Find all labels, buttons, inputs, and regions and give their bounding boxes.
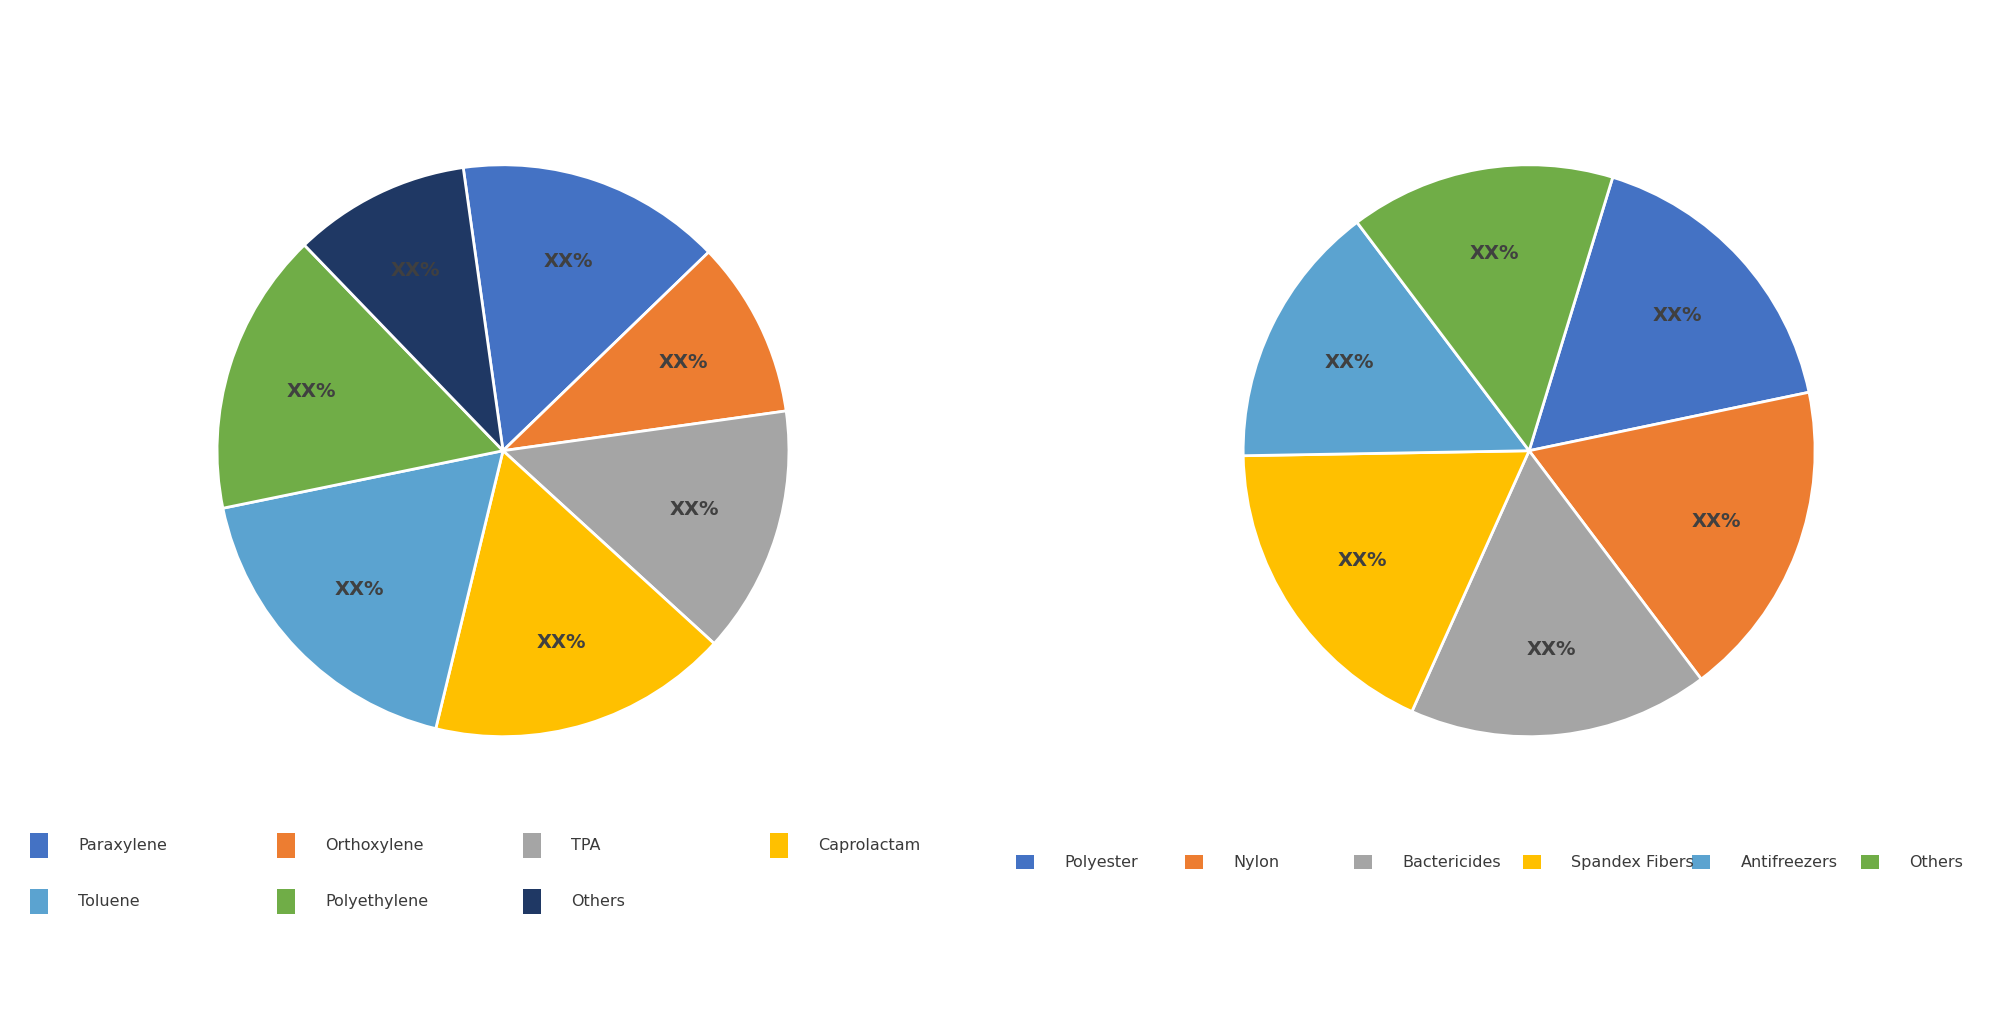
Wedge shape bbox=[503, 411, 789, 644]
Text: Source: Theindustrystats Analysis: Source: Theindustrystats Analysis bbox=[24, 960, 344, 979]
Text: XX%: XX% bbox=[1338, 552, 1386, 571]
Text: Orthoxylene: Orthoxylene bbox=[326, 838, 423, 853]
Text: XX%: XX% bbox=[1527, 640, 1575, 659]
Wedge shape bbox=[223, 450, 503, 729]
Bar bbox=[523, 832, 541, 858]
Wedge shape bbox=[463, 165, 708, 450]
Bar bbox=[30, 832, 48, 858]
Text: XX%: XX% bbox=[543, 251, 594, 271]
Text: XX%: XX% bbox=[1324, 354, 1374, 372]
Wedge shape bbox=[217, 245, 503, 508]
Text: XX%: XX% bbox=[1652, 306, 1702, 325]
Text: Others: Others bbox=[571, 894, 626, 909]
Text: Bactericides: Bactericides bbox=[1402, 855, 1501, 870]
Wedge shape bbox=[1412, 450, 1702, 736]
Bar bbox=[1861, 855, 1879, 869]
Wedge shape bbox=[1243, 450, 1529, 712]
Wedge shape bbox=[437, 450, 714, 736]
Bar bbox=[278, 832, 294, 858]
Wedge shape bbox=[1356, 165, 1614, 450]
Text: TPA: TPA bbox=[571, 838, 602, 853]
Bar bbox=[769, 832, 789, 858]
Text: Website: www.theindustrystats.com: Website: www.theindustrystats.com bbox=[1648, 960, 1988, 979]
Text: Polyethylene: Polyethylene bbox=[326, 894, 429, 909]
Text: Polyester: Polyester bbox=[1064, 855, 1139, 870]
Text: Fig. Global Fiber Intermediates Market Share by Product Types & Application: Fig. Global Fiber Intermediates Market S… bbox=[24, 41, 1115, 64]
Text: XX%: XX% bbox=[1469, 244, 1519, 263]
Bar bbox=[1692, 855, 1710, 869]
Bar bbox=[523, 888, 541, 915]
Wedge shape bbox=[503, 252, 787, 450]
Text: Toluene: Toluene bbox=[78, 894, 141, 909]
Wedge shape bbox=[1529, 177, 1809, 450]
Bar bbox=[1016, 855, 1034, 869]
Text: Email: sales@theindustrystats.com: Email: sales@theindustrystats.com bbox=[841, 960, 1171, 979]
Text: XX%: XX% bbox=[537, 633, 585, 652]
Wedge shape bbox=[304, 167, 503, 450]
Wedge shape bbox=[1243, 222, 1529, 455]
Bar bbox=[1185, 855, 1203, 869]
Text: Others: Others bbox=[1909, 855, 1964, 870]
Text: XX%: XX% bbox=[1692, 512, 1740, 530]
Text: XX%: XX% bbox=[390, 262, 441, 280]
Bar bbox=[278, 888, 294, 915]
Text: Antifreezers: Antifreezers bbox=[1740, 855, 1837, 870]
Bar bbox=[1354, 855, 1372, 869]
Text: Nylon: Nylon bbox=[1233, 855, 1280, 870]
Text: XX%: XX% bbox=[670, 501, 718, 519]
Text: Caprolactam: Caprolactam bbox=[817, 838, 919, 853]
Text: XX%: XX% bbox=[658, 354, 708, 372]
Text: XX%: XX% bbox=[288, 382, 336, 401]
Text: Spandex Fibers: Spandex Fibers bbox=[1571, 855, 1694, 870]
Text: Paraxylene: Paraxylene bbox=[78, 838, 167, 853]
Bar bbox=[30, 888, 48, 915]
Wedge shape bbox=[1529, 392, 1815, 679]
Text: XX%: XX% bbox=[334, 580, 384, 599]
Bar bbox=[1523, 855, 1541, 869]
